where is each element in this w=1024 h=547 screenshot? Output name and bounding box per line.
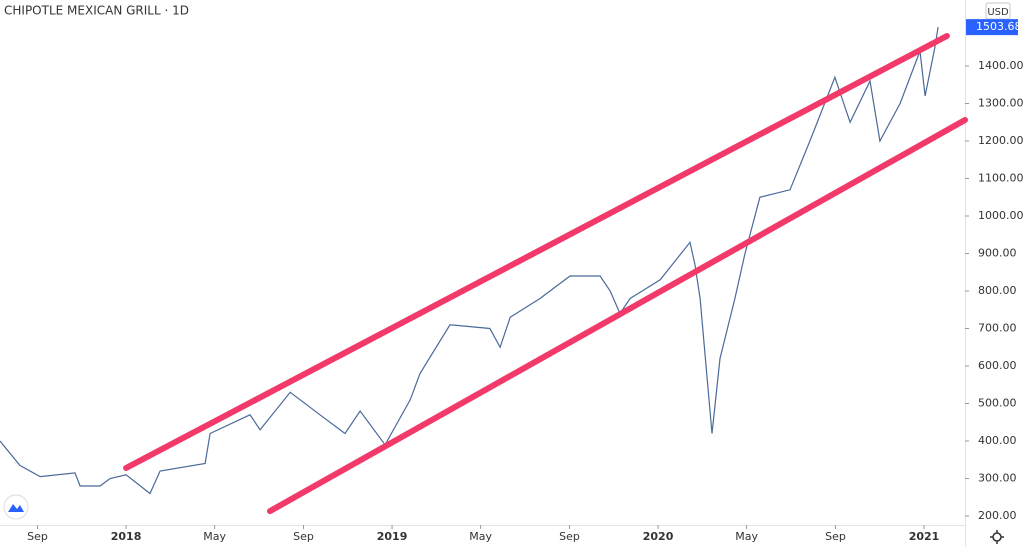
y-tick-label: 1200.00 <box>978 134 1024 147</box>
x-tick-label: 2018 <box>111 530 142 543</box>
x-tick-label: 2021 <box>909 530 940 543</box>
last-price-label: 1503.68 <box>976 20 1022 33</box>
currency: USD <box>987 7 1009 18</box>
y-tick-label: 200.00 <box>978 509 1017 522</box>
y-tick-label: 300.00 <box>978 472 1017 485</box>
last-price-box <box>966 19 1018 36</box>
x-tick-label: May <box>203 530 226 543</box>
x-tick-label: 2020 <box>643 530 674 543</box>
y-tick-label: 1300.00 <box>978 97 1024 110</box>
chart-title: CHIPOTLE MEXICAN GRILL · 1D <box>4 4 189 18</box>
trend-line <box>123 33 950 471</box>
logo <box>3 494 29 520</box>
y-tick-label: 1400.00 <box>978 59 1024 72</box>
x-tick-label: 2019 <box>377 530 408 543</box>
x-tick-label: May <box>735 530 758 543</box>
y-tick-label: 700.00 <box>978 322 1017 335</box>
x-tick-label: Sep <box>293 530 314 543</box>
trend-line <box>266 117 968 515</box>
currency-box[interactable] <box>985 2 1011 20</box>
x-tick-label: Sep <box>559 530 580 543</box>
x-tick-label: Sep <box>825 530 846 543</box>
y-tick-label: 400.00 <box>978 434 1017 447</box>
y-tick-label: 800.00 <box>978 284 1017 297</box>
y-tick-label: 1100.00 <box>978 172 1024 185</box>
y-tick-label: 600.00 <box>978 359 1017 372</box>
y-tick-label: 900.00 <box>978 247 1017 260</box>
x-tick-label: Sep <box>27 530 48 543</box>
y-tick-label: 500.00 <box>978 397 1017 410</box>
settings-icon[interactable] <box>990 530 1004 544</box>
y-tick-label: 1000.00 <box>978 209 1024 222</box>
x-tick-label: May <box>469 530 492 543</box>
